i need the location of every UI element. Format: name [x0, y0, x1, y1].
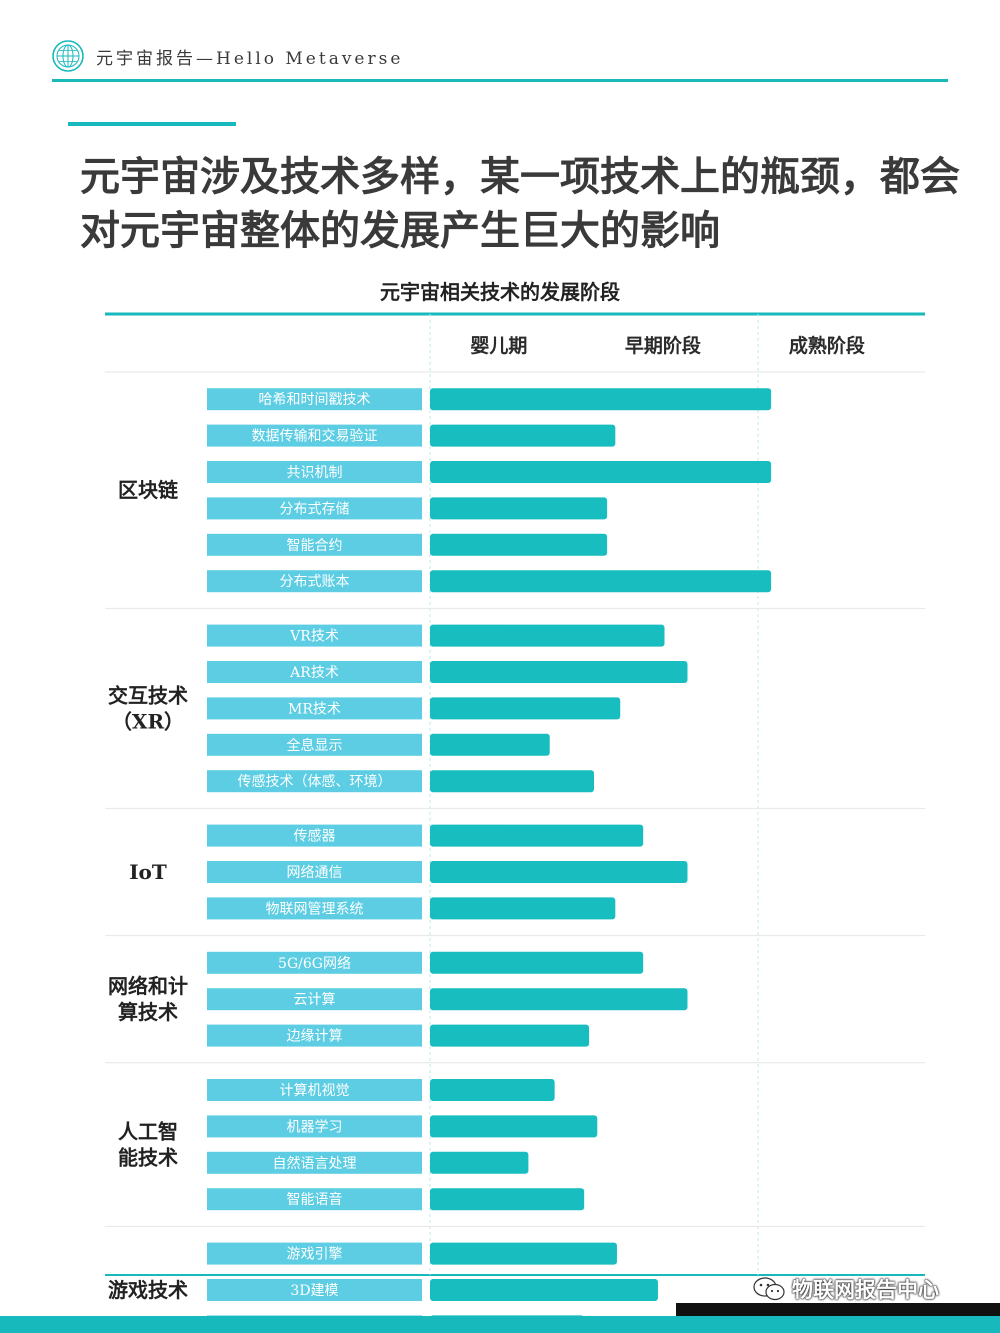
header-divider — [52, 79, 948, 82]
stage-bar — [430, 1024, 590, 1047]
stage-bar — [430, 733, 550, 756]
tech-label-box — [207, 624, 422, 647]
page-header: 元宇宙报告—Hello Metaverse — [52, 36, 403, 76]
tech-label-box — [207, 1188, 422, 1211]
stage-bar — [430, 424, 616, 447]
tech-label-box — [207, 497, 422, 520]
tech-label: 分布式存储 — [280, 501, 350, 517]
tech-label: 全息显示 — [287, 737, 343, 754]
stage-bar — [430, 461, 772, 483]
watermark: 物联网报告中心 — [752, 1274, 939, 1304]
tech-label-box — [207, 770, 422, 793]
tech-label-box — [207, 861, 422, 883]
tech-label-box — [207, 1115, 422, 1138]
chart-title: 元宇宙相关技术的发展阶段 — [380, 280, 620, 304]
footer-accent-bar — [0, 1316, 1000, 1333]
group-name: 人工智 — [118, 1120, 178, 1144]
tech-label: 5G/6G网络 — [278, 956, 351, 972]
tech-label-box — [207, 1279, 422, 1301]
stage-bar — [430, 1151, 529, 1174]
tech-label-box — [207, 388, 422, 411]
tech-label: 传感技术（体感、环境） — [238, 773, 392, 790]
tech-label: 智能语音 — [287, 1191, 343, 1208]
tech-label-box — [207, 897, 422, 920]
page-title: 元宇宙涉及技术多样，某一项技术上的瓶颈，都会对元宇宙整体的发展产生巨大的影响 — [80, 154, 960, 254]
tech-label-box — [207, 533, 422, 556]
tech-label: 云计算 — [294, 992, 336, 1008]
tech-label-box — [207, 1024, 422, 1047]
stage-header-3: 成熟阶段 — [789, 334, 866, 357]
tech-label-box — [207, 1242, 422, 1265]
stage-bar — [430, 1242, 617, 1265]
tech-label: 网络通信 — [287, 865, 343, 881]
tech-label: MR技术 — [288, 701, 341, 717]
stage-bar — [430, 1079, 555, 1101]
stage-bar — [430, 388, 772, 411]
footer-dark-strip — [676, 1303, 1000, 1316]
watermark-text: 物联网报告中心 — [792, 1278, 939, 1302]
header-title: 元宇宙报告—Hello Metaverse — [96, 48, 404, 69]
tech-label-box — [207, 988, 422, 1011]
tech-label-box — [207, 1151, 422, 1174]
group-name: IoT — [129, 860, 167, 884]
tech-label: 物联网管理系统 — [266, 901, 364, 917]
group-name: 交互技术 — [108, 683, 188, 707]
tech-label-box — [207, 661, 422, 683]
stage-bar — [430, 1279, 658, 1301]
tech-label-box — [207, 1079, 422, 1101]
tech-label: 自然语言处理 — [273, 1155, 357, 1172]
tech-label-box — [207, 461, 422, 483]
tech-label-box — [207, 570, 422, 593]
tech-label: 分布式账本 — [280, 574, 350, 590]
stage-bar — [430, 1115, 598, 1138]
globe-icon — [52, 40, 84, 72]
group-name: 区块链 — [118, 478, 179, 502]
stage-bar — [430, 624, 665, 647]
stage-bar — [430, 770, 594, 793]
stage-bar — [430, 897, 616, 920]
tech-label-box — [207, 697, 422, 720]
tech-label-box — [207, 424, 422, 447]
stage-bar — [430, 861, 688, 883]
tech-label: 机器学习 — [287, 1119, 343, 1135]
wechat-icon — [753, 1277, 785, 1301]
stage-header-2: 早期阶段 — [625, 334, 702, 357]
tech-label: 游戏引擎 — [287, 1247, 343, 1263]
stage-bar — [430, 824, 644, 847]
tech-label-box — [207, 824, 422, 847]
stage-bar — [430, 951, 644, 974]
tech-label-box — [207, 733, 422, 756]
tech-label-box — [207, 951, 422, 974]
group-name: （XR） — [112, 709, 184, 733]
tech-label: 3D建模 — [290, 1283, 338, 1299]
tech-label: 边缘计算 — [287, 1029, 343, 1045]
tech-label: VR技术 — [289, 629, 339, 645]
stage-bar — [430, 497, 608, 520]
stage-bar — [430, 1188, 585, 1211]
tech-label: 智能合约 — [287, 538, 343, 554]
tech-label: 计算机视觉 — [280, 1083, 350, 1099]
tech-label: 数据传输和交易验证 — [252, 428, 378, 445]
group-name: 游戏技术 — [108, 1278, 188, 1302]
stage-bar — [430, 661, 688, 683]
group-name: 能技术 — [118, 1146, 178, 1170]
stage-bar — [430, 533, 608, 556]
tech-label: 传感器 — [294, 828, 336, 845]
tech-label: AR技术 — [289, 665, 339, 681]
stage-bar — [430, 697, 621, 720]
tech-label: 哈希和时间戳技术 — [259, 392, 371, 408]
stage-bar — [430, 570, 772, 593]
stage-header-1: 婴儿期 — [470, 335, 527, 357]
group-name: 网络和计 — [108, 974, 188, 998]
stage-bar — [430, 988, 688, 1011]
tech-label: 共识机制 — [287, 465, 343, 481]
title-accent-bar — [68, 122, 236, 126]
group-name: 算技术 — [118, 1000, 178, 1024]
